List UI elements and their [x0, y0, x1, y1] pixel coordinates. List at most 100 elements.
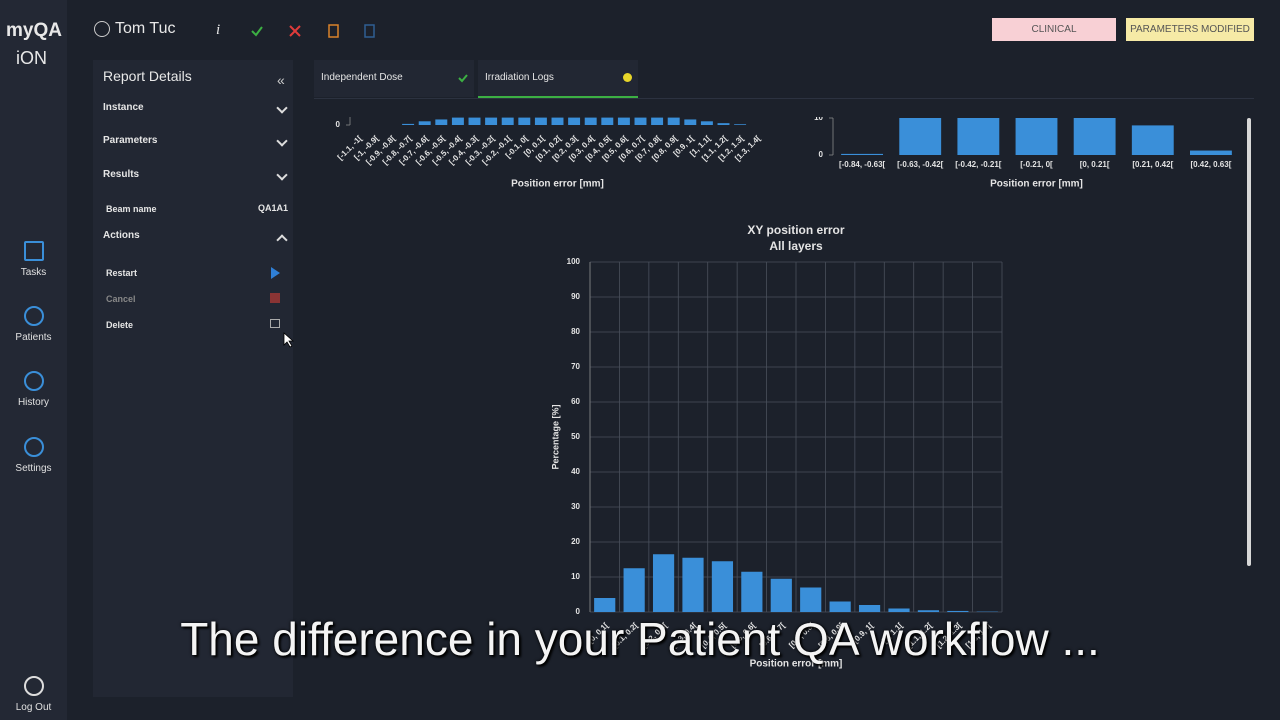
- bar: [601, 117, 614, 125]
- sidebar: Report Details « Instance Parameters Res…: [93, 60, 293, 697]
- y-tick-label: 40: [571, 467, 580, 476]
- bar: [623, 568, 645, 612]
- bar: [1131, 125, 1174, 155]
- bar: [667, 117, 680, 125]
- bar: [717, 123, 730, 125]
- bar: [682, 557, 704, 612]
- bar: [435, 119, 448, 125]
- y-tick-label: 60: [571, 397, 580, 406]
- tab-active[interactable]: Irradiation Logs: [478, 60, 638, 98]
- report-icon[interactable]: [364, 24, 375, 38]
- section[interactable]: Parameters: [103, 135, 158, 146]
- bar: [551, 117, 564, 125]
- nav-settings[interactable]: Settings: [0, 437, 67, 474]
- nav-history[interactable]: History: [0, 371, 67, 408]
- x-axis-label: Position error [mm]: [750, 659, 843, 670]
- status-badge: CLINICAL: [992, 18, 1116, 41]
- logo: myQA: [6, 20, 62, 41]
- y-tick-label: 30: [571, 502, 580, 511]
- bar: [947, 610, 969, 612]
- x-tick-label: [-0.84, -0.63[: [839, 160, 886, 169]
- bar: [485, 117, 498, 125]
- approve-icon[interactable]: [251, 26, 263, 37]
- bar: [617, 117, 630, 125]
- y-tick-label: 80: [571, 327, 580, 336]
- y-axis-label: Percentage [%]: [550, 404, 560, 469]
- y-tick-label: 10: [571, 572, 580, 581]
- x-tick-label: [-0.21, 0[: [1020, 160, 1053, 169]
- actions-title[interactable]: Actions: [103, 230, 140, 241]
- nav-tasks[interactable]: Tasks: [0, 241, 67, 278]
- bar: [858, 605, 881, 612]
- y-tick-label: 0: [576, 607, 581, 616]
- bar: [418, 121, 431, 125]
- scrollbar[interactable]: [1247, 118, 1251, 566]
- tab-bar: Independent Dose Irradiation Logs: [314, 60, 1254, 99]
- bar: [841, 153, 884, 155]
- bar: [700, 121, 713, 125]
- nav-patients[interactable]: Patients: [0, 306, 67, 343]
- x-tick-label: [0.21, 0.42[: [1132, 160, 1173, 169]
- y-tick-label: 100: [567, 257, 581, 266]
- section[interactable]: Instance: [103, 102, 144, 113]
- tab-ok: [458, 74, 468, 83]
- action[interactable]: Restart: [106, 268, 138, 278]
- collapse[interactable]: «: [277, 72, 285, 88]
- beam-label: Beam name: [106, 204, 157, 214]
- nav: myQA iON Tasks Patients History Settings…: [0, 0, 67, 720]
- logo-sub: iON: [16, 48, 47, 68]
- sidebar-title: Report Details: [103, 68, 192, 84]
- bar: [770, 578, 792, 612]
- bar: [1189, 150, 1232, 155]
- y-tick-label: 0: [336, 120, 341, 129]
- nav-label: Tasks: [20, 267, 47, 278]
- x-tick-label: [-0.63, -0.42[: [897, 160, 944, 169]
- bar: [568, 117, 581, 125]
- info-button[interactable]: i: [216, 22, 221, 38]
- bar: [594, 598, 616, 612]
- bar: [917, 610, 940, 612]
- tab[interactable]: Independent Dose: [314, 60, 474, 97]
- bar: [899, 118, 942, 155]
- user-name[interactable]: Tom Tuc: [115, 20, 176, 37]
- chart-subtitle: All layers: [769, 239, 823, 253]
- stop-icon[interactable]: [270, 293, 280, 303]
- nav-label: Log Out: [15, 702, 52, 713]
- y-tick-label: 0: [819, 150, 824, 159]
- x-tick-label: [0, 0.21[: [1080, 160, 1110, 169]
- action[interactable]: Cancel: [106, 294, 136, 304]
- toolbar-icons: [251, 24, 375, 38]
- section[interactable]: Results: [103, 169, 140, 180]
- bar: [652, 554, 675, 612]
- delete-icon[interactable]: [270, 319, 280, 328]
- y-tick-label: 20: [571, 537, 580, 546]
- play-icon[interactable]: [271, 267, 280, 279]
- bar: [957, 118, 1000, 155]
- action[interactable]: Delete: [106, 320, 134, 328]
- bar: [584, 117, 597, 125]
- bar: [534, 117, 547, 125]
- y-tick-label: 70: [571, 362, 580, 371]
- bar: [741, 571, 763, 612]
- export-icon[interactable]: [328, 24, 339, 38]
- user-icon: [94, 21, 110, 37]
- chart-title: XY position error: [747, 223, 844, 237]
- bar: [634, 117, 647, 125]
- logout[interactable]: Log Out: [0, 676, 67, 713]
- y-tick-label: 10: [814, 113, 823, 122]
- x-axis-label: Position error [mm]: [511, 179, 604, 190]
- nav-label: History: [17, 397, 50, 408]
- nav-label: Settings: [15, 463, 52, 474]
- y-tick-label: 50: [571, 432, 580, 441]
- reject-icon[interactable]: [289, 25, 301, 37]
- bar: [651, 117, 664, 125]
- bar: [468, 117, 481, 125]
- x-axis-label: Position error [mm]: [990, 179, 1083, 190]
- tab-warning: [623, 73, 632, 82]
- chart-area: 0[-1.1, -1[[-1, -0.9[[-0.9, -0.8[[-0.8, …: [336, 113, 1232, 670]
- video-caption: The difference in your Patient QA workfl…: [180, 613, 1100, 665]
- modified-badge: PARAMETERS MODIFIED: [1126, 18, 1254, 41]
- bar: [518, 117, 531, 125]
